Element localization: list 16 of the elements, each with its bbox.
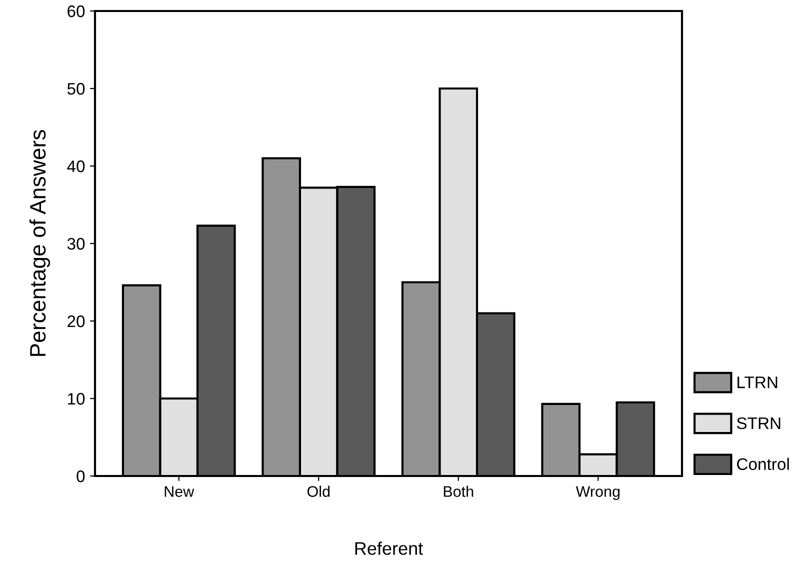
x-tick-label: Wrong — [576, 486, 620, 500]
legend-label: STRN — [736, 417, 780, 430]
y-axis-title: Percentage of Answers — [29, 130, 50, 356]
y-tick-label: 20 — [68, 315, 85, 328]
y-tick-label: 30 — [67, 238, 85, 250]
x-tick-label: Both — [444, 486, 474, 497]
y-tick-label: 0 — [76, 470, 85, 482]
x-tick-label: Old — [307, 486, 330, 497]
legend-label: Control — [737, 458, 789, 470]
x-tick-label: New — [164, 486, 194, 497]
y-tick-label: 40 — [67, 160, 85, 172]
legend-label: LTRN — [738, 376, 778, 388]
y-tick-label: 60 — [68, 5, 85, 18]
x-axis-title: Referent — [355, 542, 423, 555]
y-tick-label: 10 — [68, 392, 85, 405]
y-tick-label: 50 — [67, 82, 85, 95]
